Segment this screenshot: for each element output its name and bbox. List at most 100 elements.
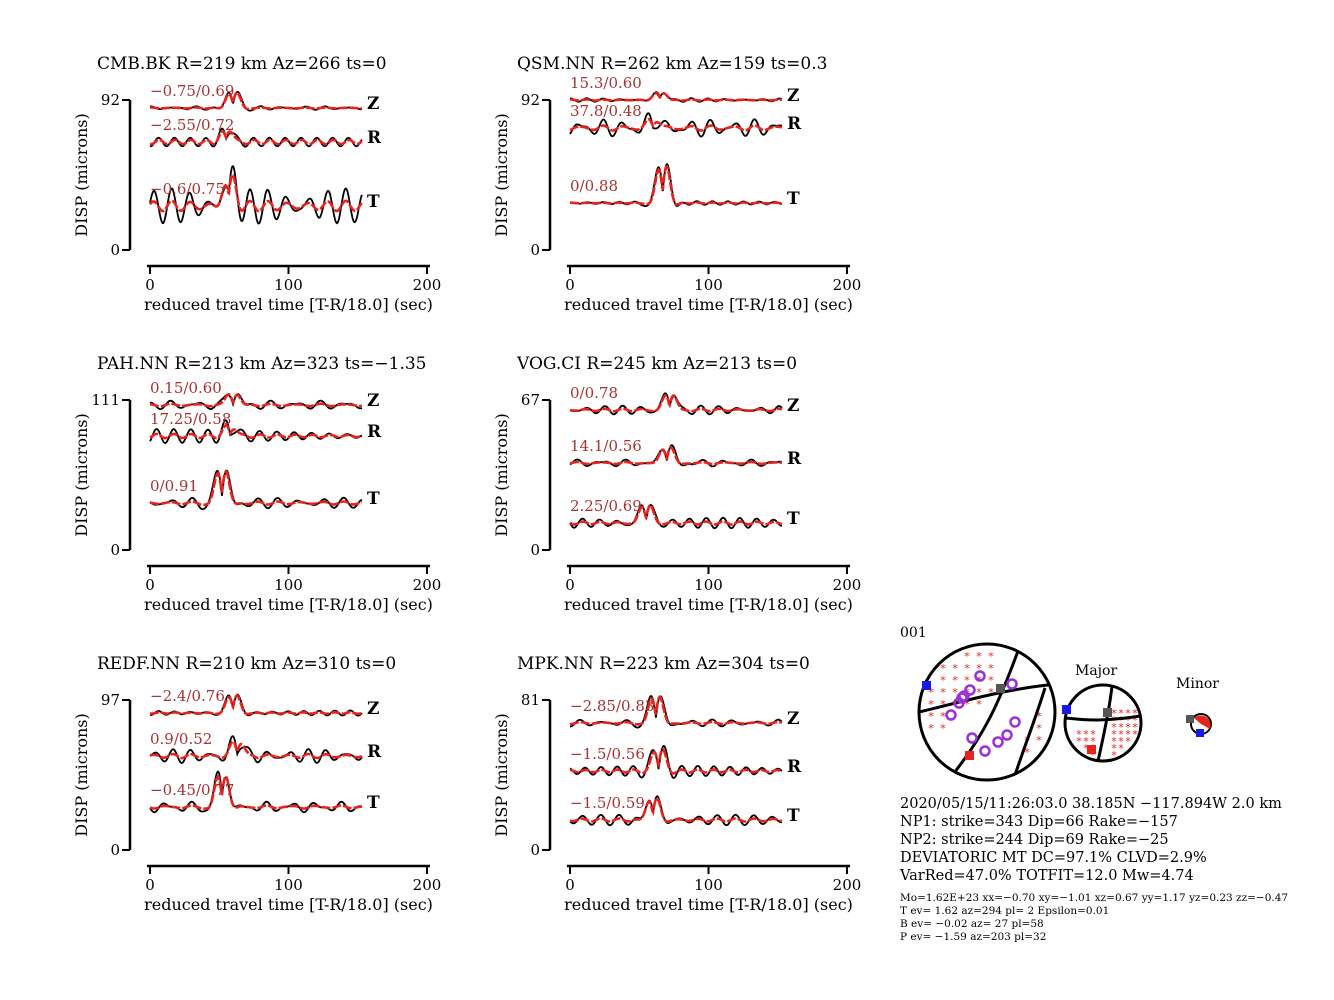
synthetic-trace (569, 747, 783, 775)
component-label: T (787, 806, 800, 826)
x-tick-label: 100 (694, 276, 723, 294)
p-axis-marker (1196, 729, 1204, 737)
x-tick-label: 100 (694, 876, 723, 894)
compression-star: * (988, 650, 994, 663)
p-axis-marker (1062, 705, 1071, 714)
compression-star: * (940, 674, 946, 687)
x-tick-label: 200 (833, 876, 862, 894)
compression-star: * (928, 698, 934, 711)
compression-star: * (1125, 735, 1131, 748)
component-label: Z (787, 396, 799, 416)
compression-star: * (940, 686, 946, 699)
y-tick-label: 111 (91, 391, 120, 409)
fit-label: −0.45/0.77 (150, 781, 234, 799)
seismogram-panel: REDF.NN R=210 km Az=310 ts=0 97 0 DISP (mic… (72, 654, 441, 914)
x-axis-label: reduced travel time [T-R/18.0] (sec) (564, 895, 853, 914)
compression-star: * (976, 686, 982, 699)
mechanism-text: 2020/05/15/11:26:03.0 38.185N −117.894W … (899, 796, 1288, 943)
fit-label: 0/0.91 (150, 477, 198, 495)
mechanism-line: NP1: strike=343 Dip=66 Rake=−157 (900, 814, 1178, 830)
station-circle (966, 732, 978, 744)
compression-star: * (1083, 742, 1089, 755)
y-axis-label: DISP (microns) (72, 413, 91, 537)
x-axis-label: reduced travel time [T-R/18.0] (sec) (144, 895, 433, 914)
fit-label: −2.55/0.72 (150, 116, 234, 134)
component-label: Z (367, 699, 379, 719)
compression-star: * (1132, 714, 1138, 727)
compression-star: * (964, 662, 970, 675)
compression-star: * (1090, 728, 1096, 741)
component-label: Z (367, 391, 379, 411)
station-circle (958, 690, 970, 702)
fit-label: 37.8/0.48 (570, 102, 642, 120)
compression-star: * (940, 722, 946, 735)
y-tick-label: 81 (521, 691, 540, 709)
synthetic-trace (570, 91, 782, 102)
beachball-minor (1186, 713, 1212, 737)
compression-star: * (1132, 721, 1138, 734)
x-axis-label: reduced travel time [T-R/18.0] (sec) (564, 595, 853, 614)
panel-title: REDF.NN R=210 km Az=310 ts=0 (97, 654, 396, 674)
compression-star: * (1118, 714, 1124, 727)
compression-star: * (940, 698, 946, 711)
x-tick-label: 100 (274, 276, 303, 294)
synthetic-trace (569, 445, 783, 466)
component-label: T (367, 793, 380, 813)
y-tick-label: 67 (521, 391, 540, 409)
seismogram-panel: PAH.NN R=213 km Az=323 ts=−1.35 111 0 DISP … (72, 354, 441, 614)
y-axis-label: DISP (microns) (72, 713, 91, 837)
synthetic-trace (149, 694, 363, 716)
compression-star: * (964, 650, 970, 663)
b-axis-marker (996, 684, 1005, 693)
compression-star: * (952, 674, 958, 687)
seismogram-panel: CMB.BK R=219 km Az=266 ts=0 92 0 DISP (micr… (72, 54, 441, 314)
synthetic-trace (570, 695, 783, 726)
component-label: R (787, 449, 802, 469)
panel-title: MPK.NN R=223 km Az=304 ts=0 (517, 654, 810, 674)
x-tick-label: 0 (145, 276, 155, 294)
station-circle (964, 684, 976, 696)
fit-label: 0.9/0.52 (150, 730, 212, 748)
fit-label: 0/0.88 (570, 177, 618, 195)
mechanism-small-line: P ev= −1.59 az=203 pl=32 (900, 931, 1046, 943)
synthetic-trace (149, 130, 363, 146)
x-axis-label: reduced travel time [T-R/18.0] (sec) (144, 595, 433, 614)
compression-star: * (988, 662, 994, 675)
synthetic-trace (569, 118, 783, 132)
compression-star: * (1125, 714, 1131, 727)
fit-label: 14.1/0.56 (570, 437, 642, 455)
x-axis-label: reduced travel time [T-R/18.0] (sec) (144, 295, 433, 314)
compression-star: * (1118, 721, 1124, 734)
x-tick-label: 0 (565, 876, 575, 894)
y-axis-label: DISP (microns) (492, 113, 511, 237)
y-tick-label: 0 (530, 241, 540, 259)
compression-star: * (1036, 710, 1042, 723)
compression-star: * (1024, 746, 1030, 759)
station-circle (974, 670, 986, 682)
seismogram-panel: VOG.CI R=245 km Az=213 ts=0 67 0 DISP (micr… (492, 354, 861, 614)
p-axis-marker (922, 681, 931, 690)
panel-title: QSM.NN R=262 km Az=159 ts=0.3 (517, 54, 827, 74)
fit-label: 17.25/0.58 (150, 410, 231, 428)
station-circle (1006, 678, 1018, 690)
station-circle (956, 692, 968, 704)
component-label: Z (787, 709, 799, 729)
component-label: T (367, 489, 380, 509)
synthetic-trace (149, 774, 363, 810)
mechanism-id: 001 (900, 625, 927, 641)
panel-title: CMB.BK R=219 km Az=266 ts=0 (97, 54, 387, 74)
x-axis-label: reduced travel time [T-R/18.0] (sec) (564, 295, 853, 314)
compression-star: * (952, 686, 958, 699)
compression-star: * (1118, 707, 1124, 720)
seismogram-panel: QSM.NN R=262 km Az=159 ts=0.3 92 0 DISP (mi… (492, 54, 861, 314)
compression-star: * (988, 674, 994, 687)
compression-star: * (928, 686, 934, 699)
y-axis-label: DISP (microns) (492, 713, 511, 837)
mechanism-line: 2020/05/15/11:26:03.0 38.185N −117.894W … (900, 796, 1282, 812)
y-tick-label: 0 (110, 541, 120, 559)
fit-label: −2.85/0.83 (570, 697, 654, 715)
station-circle (979, 745, 991, 757)
seismogram-panel: MPK.NN R=223 km Az=304 ts=0 81 0 DISP (micr… (492, 654, 861, 914)
compression-star: * (928, 722, 934, 735)
